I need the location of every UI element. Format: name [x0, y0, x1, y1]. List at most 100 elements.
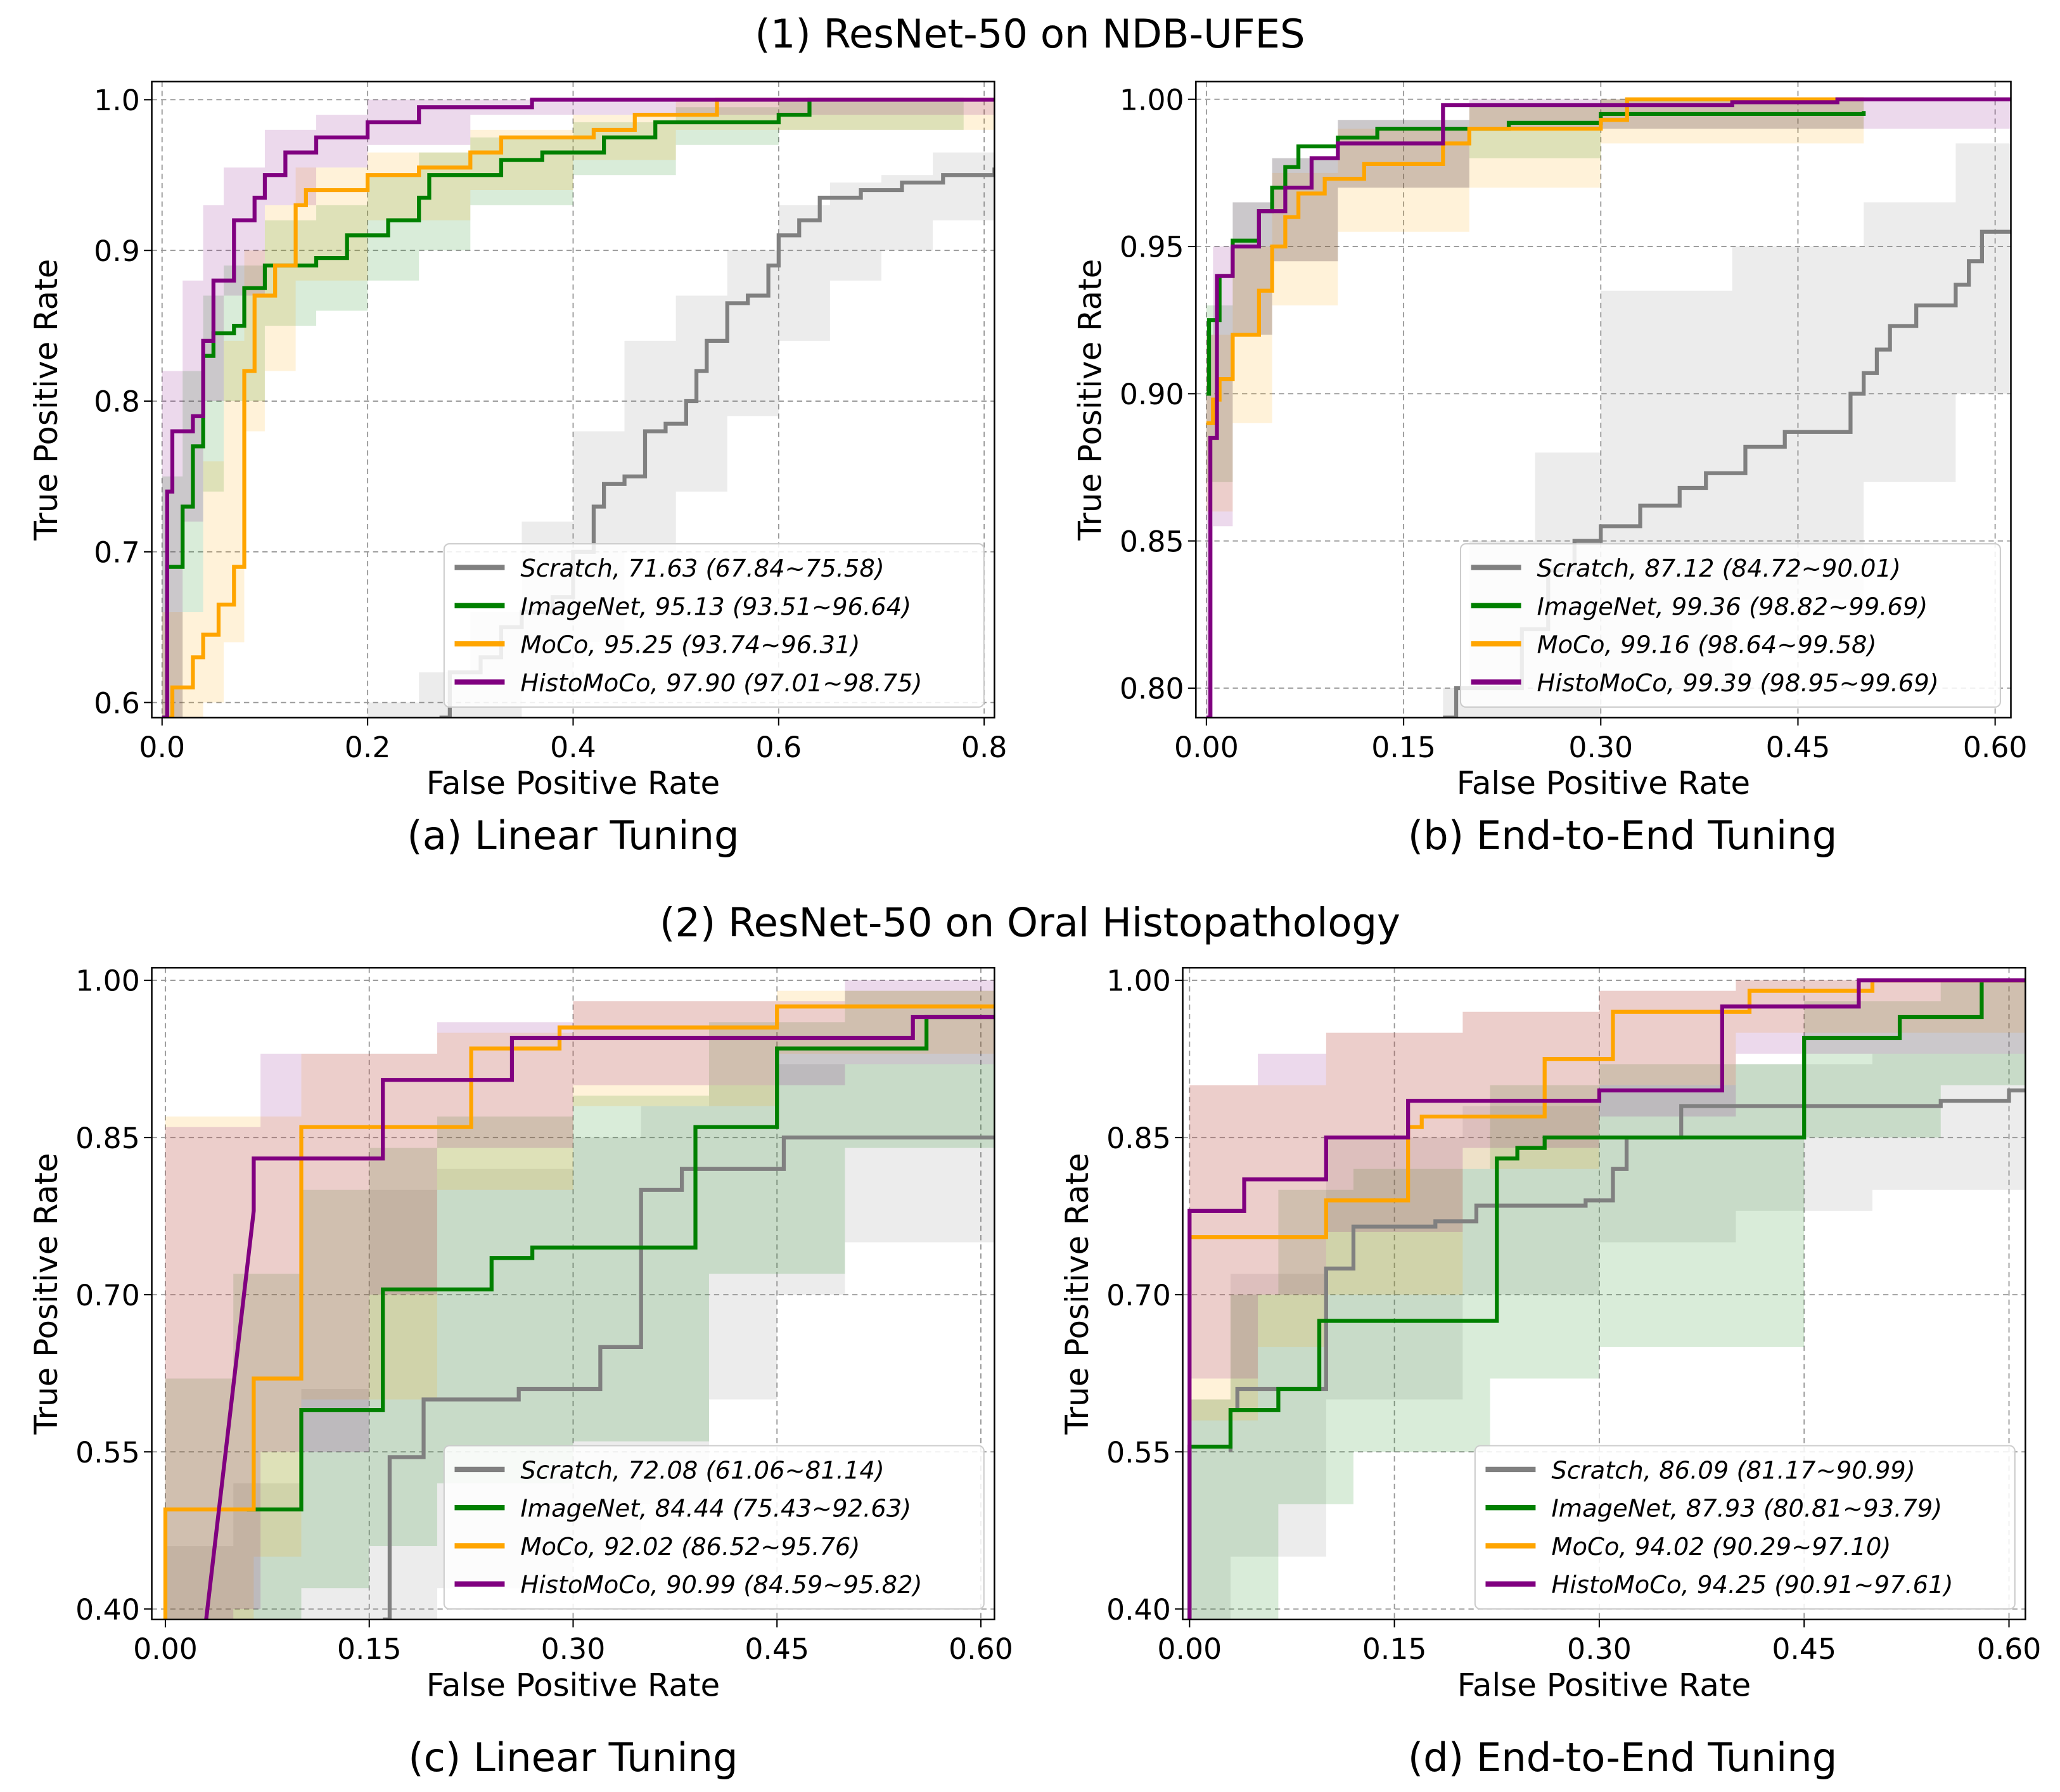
x-tick-label: 0.00: [1174, 731, 1239, 764]
ci-band-histomoco: [1189, 980, 2026, 1379]
legend-entry-imagenet: ImageNet, 87.93 (80.81~93.79): [1551, 1495, 1942, 1523]
ci-band-moco: [1189, 980, 2026, 1421]
legend-entry-scratch: Scratch, 71.63 (67.84~75.58): [520, 554, 884, 583]
x-axis-label: False Positive Rate: [1457, 1667, 1751, 1703]
legend: Scratch, 71.63 (67.84~75.58) ImageNet, 95…: [443, 543, 985, 708]
y-tick-label: 1.00: [1106, 964, 1171, 998]
y-tick-label: 0.40: [1106, 1593, 1171, 1627]
x-tick-label: 0.15: [337, 1632, 402, 1666]
y-tick-label: 0.70: [1106, 1279, 1171, 1312]
y-tick-label: 0.40: [75, 1593, 140, 1627]
x-tick-label: 0.45: [1772, 1632, 1836, 1666]
legend: Scratch, 72.08 (61.06~81.14) ImageNet, 84…: [443, 1445, 985, 1610]
x-tick-label: 0.45: [1766, 731, 1831, 764]
section-title-2: (2) ResNet-50 on Oral Histopathology: [660, 899, 1400, 945]
x-tick-label: 0.00: [133, 1632, 198, 1666]
panel-caption: (b) End-to-End Tuning: [1408, 812, 1837, 859]
x-tick-label: 0.30: [1567, 1632, 1632, 1666]
legend-box: [1459, 543, 2001, 708]
axes-frame: [1182, 966, 2026, 1621]
roc-line-moco: [167, 98, 995, 718]
roc-panel-c: 0.00 0.15 0.30 0.45 0.60 0.40 0.55 0.70 0.85 1.00…: [28, 964, 1013, 1781]
y-tick-label: 0.7: [94, 535, 140, 569]
roc-line-moco: [1206, 97, 1864, 425]
axes-frame: [151, 966, 995, 1621]
x-axis-label: False Positive Rate: [426, 1667, 720, 1703]
x-axis-label: False Positive Rate: [426, 765, 720, 802]
y-tick-label: 0.8: [94, 385, 140, 419]
y-tick-label: 0.9: [94, 234, 140, 268]
x-tick-label: 0.45: [745, 1632, 809, 1666]
roc-line-histomoco: [1187, 978, 2026, 1620]
y-tick-label: 0.55: [1106, 1436, 1171, 1469]
y-tick-label: 0.90: [1120, 378, 1184, 411]
ci-band-moco: [1206, 99, 1864, 512]
roc-line-imagenet: [246, 1014, 995, 1512]
ci-band-imagenet: [1189, 980, 2026, 1620]
legend-entry-scratch: Scratch, 72.08 (61.06~81.14): [520, 1456, 884, 1485]
y-tick-label: 0.80: [1120, 672, 1184, 706]
plot-area: [1187, 978, 2026, 1620]
ci-band-scratch: [165, 1053, 995, 1620]
y-axis-label: True Positive Rate: [1072, 259, 1109, 541]
y-tick-label: 0.55: [75, 1436, 140, 1469]
x-tick-label: 0.60: [1963, 731, 2028, 764]
section-title-1: (1) ResNet-50 on NDB-UFES: [755, 11, 1305, 57]
x-tick-label: 0.30: [541, 1632, 606, 1666]
roc-line-moco: [163, 1004, 995, 1620]
y-tick-label: 0.85: [1106, 1122, 1171, 1155]
x-tick-label: 0.15: [1362, 1632, 1427, 1666]
legend-entry-histomoco: HistoMoCo, 99.39 (98.95~99.69): [1537, 669, 1938, 698]
axes-frame: [151, 80, 995, 719]
ci-band-imagenet: [162, 99, 964, 718]
x-tick-label: 0.8: [961, 731, 1008, 764]
legend-entry-histomoco: HistoMoCo, 90.99 (84.59~95.82): [520, 1571, 922, 1599]
x-axis-label: False Positive Rate: [1457, 765, 1750, 802]
legend-box: [443, 1445, 985, 1610]
y-tick-label: 0.95: [1120, 231, 1184, 264]
legend-entry-moco: MoCo, 95.25 (93.74~96.31): [520, 631, 860, 660]
legend-entry-scratch: Scratch, 87.12 (84.72~90.01): [1537, 554, 1900, 583]
legend-box: [443, 543, 985, 708]
legend-box: [1474, 1445, 2016, 1610]
legend-entry-imagenet: ImageNet, 84.44 (75.43~92.63): [520, 1495, 911, 1523]
x-tick-label: 0.00: [1157, 1632, 1222, 1666]
legend-entry-moco: MoCo, 99.16 (98.64~99.58): [1537, 631, 1876, 660]
legend-entry-imagenet: ImageNet, 99.36 (98.82~99.69): [1537, 592, 1928, 621]
ci-band-imagenet: [165, 980, 995, 1620]
roc-panel-d: 0.00 0.15 0.30 0.45 0.60 0.40 0.55 0.70 0.85 1.00…: [1059, 964, 2041, 1781]
x-tick-label: 0.15: [1371, 731, 1436, 764]
x-tick-label: 0.30: [1568, 731, 1633, 764]
x-tick-label: 0.60: [949, 1632, 1013, 1666]
x-tick-label: 0.60: [1977, 1632, 2042, 1666]
roc-line-scratch: [1228, 1088, 2026, 1452]
x-tick-label: 0.4: [550, 731, 596, 764]
ci-band-histomoco: [1206, 99, 2011, 718]
roc-panel-b: 0.00 0.15 0.30 0.45 0.60 0.80 0.85 0.90 0.95 1.00…: [1072, 80, 2028, 859]
axes-frame: [1195, 80, 2012, 719]
legend-entry-moco: MoCo, 94.02 (90.29~97.10): [1551, 1533, 1891, 1561]
y-axis-label: True Positive Rate: [1059, 1153, 1096, 1435]
x-tick-label: 0.6: [755, 731, 802, 764]
y-tick-label: 1.0: [94, 84, 140, 117]
legend-entry-histomoco: HistoMoCo, 97.90 (97.01~98.75): [520, 669, 922, 698]
roc-line-histomoco: [204, 1014, 995, 1620]
panel-caption: (c) Linear Tuning: [408, 1734, 738, 1781]
x-tick-label: 0.0: [139, 731, 185, 764]
y-axis-label: True Positive Rate: [28, 259, 65, 541]
x-tick-label: 0.2: [345, 731, 391, 764]
legend-entry-histomoco: HistoMoCo, 94.25 (90.91~97.61): [1551, 1571, 1953, 1599]
roc-line-imagenet: [162, 98, 964, 718]
legend: Scratch, 86.09 (81.17~90.99) ImageNet, 87…: [1474, 1445, 2016, 1610]
panel-caption: (d) End-to-End Tuning: [1408, 1734, 1837, 1781]
legend-entry-moco: MoCo, 92.02 (86.52~95.76): [520, 1533, 860, 1561]
roc-line-imagenet: [1187, 978, 2026, 1620]
legend: Scratch, 87.12 (84.72~90.01) ImageNet, 99…: [1459, 543, 2001, 708]
plot-area: [163, 980, 995, 1620]
ci-band-histomoco: [165, 980, 995, 1620]
y-tick-label: 0.85: [1120, 525, 1184, 558]
y-tick-label: 0.6: [94, 686, 140, 720]
y-axis-label: True Positive Rate: [28, 1153, 65, 1435]
y-tick-label: 0.85: [75, 1122, 140, 1155]
